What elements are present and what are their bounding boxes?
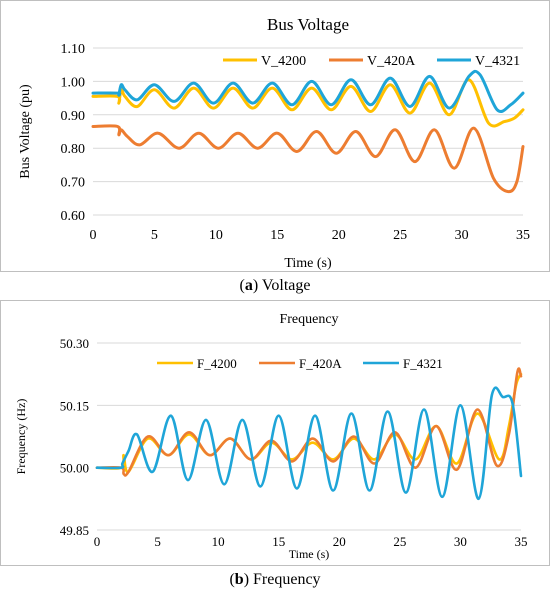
- voltage-x-tick-label: 20: [332, 228, 346, 243]
- frequency-x-tick-label: 10: [212, 534, 225, 549]
- caption-a: (a) Voltage: [239, 277, 311, 294]
- frequency-y-tick-label: 50.30: [60, 336, 89, 351]
- voltage-y-tick-label: 1.10: [61, 42, 86, 57]
- frequency-x-tick-label: 20: [333, 534, 346, 549]
- voltage-x-tick-label: 10: [209, 228, 223, 243]
- voltage-y-axis-label: Bus Voltage (pu): [18, 84, 33, 179]
- voltage-y-tick-label: 0.90: [61, 109, 86, 124]
- voltage-x-tick-label: 30: [455, 228, 469, 243]
- frequency-x-tick-label: 25: [393, 534, 406, 549]
- voltage-legend-label-v-420a: V_420A: [367, 54, 416, 69]
- voltage-y-tick-label: 0.70: [61, 176, 86, 191]
- caption-b-letter: b: [234, 571, 244, 588]
- voltage-y-tick-label: 1.00: [61, 75, 86, 90]
- frequency-series-line-f-420a: [95, 367, 523, 477]
- frequency-x-tick-label: 35: [515, 534, 528, 549]
- frequency-chart: Frequency 49.85 50.00 50.15 50.30 0 5 10 15 20 25 3…: [14, 312, 528, 561]
- frequency-y-tick-label: 50.00: [60, 461, 89, 476]
- voltage-y-tick-label: 0.60: [61, 209, 86, 224]
- frequency-x-tick-label: 0: [94, 534, 101, 549]
- voltage-x-tick-label: 35: [516, 228, 530, 243]
- caption-b: (b) Frequency: [229, 571, 321, 588]
- voltage-x-tick-label: 0: [90, 228, 97, 243]
- voltage-x-tick-label: 5: [151, 228, 158, 243]
- frequency-legend-label-f-4321: F_4321: [403, 356, 443, 371]
- frequency-x-tick-label: 5: [154, 534, 161, 549]
- frequency-chart-title: Frequency: [279, 312, 338, 327]
- frequency-chart-panel: Frequency 49.85 50.00 50.15 50.30 0 5 10 15 20 25 3…: [0, 300, 550, 566]
- caption-a-letter: a: [244, 277, 253, 294]
- frequency-x-tick-label: 15: [272, 534, 285, 549]
- frequency-series-line-f-4321: [95, 386, 523, 501]
- voltage-chart-panel: Bus Voltage 0.60 0.70 0.80 0.90 1.00 1.10 0 5 10 1…: [0, 0, 550, 272]
- frequency-y-axis-label: Frequency (Hz): [14, 399, 28, 475]
- voltage-x-axis-label: Time (s): [284, 256, 332, 271]
- frequency-y-tick-label: 50.15: [60, 398, 89, 413]
- voltage-chart-title: Bus Voltage: [267, 15, 349, 34]
- frequency-legend-label-f-4200: F_4200: [197, 356, 237, 371]
- voltage-legend-label-v-4321: V_4321: [475, 54, 520, 69]
- voltage-series-line-v-420a: [91, 124, 525, 194]
- voltage-x-tick-label: 25: [393, 228, 407, 243]
- frequency-x-axis-label: Time (s): [289, 547, 330, 561]
- voltage-series-line-v-4321: [91, 69, 525, 113]
- frequency-y-tick-label: 49.85: [60, 523, 89, 538]
- caption-a-text: Voltage: [261, 277, 311, 294]
- caption-b-text: Frequency: [253, 571, 321, 588]
- voltage-y-tick-label: 0.80: [61, 142, 86, 157]
- voltage-chart: Bus Voltage 0.60 0.70 0.80 0.90 1.00 1.10 0 5 10 1…: [18, 15, 530, 271]
- frequency-x-tick-label: 30: [454, 534, 467, 549]
- frequency-legend-label-f-420a: F_420A: [299, 356, 342, 371]
- frequency-series-line-f-4200: [95, 372, 523, 474]
- voltage-legend-label-v-4200: V_4200: [261, 54, 306, 69]
- voltage-x-tick-label: 15: [270, 228, 284, 243]
